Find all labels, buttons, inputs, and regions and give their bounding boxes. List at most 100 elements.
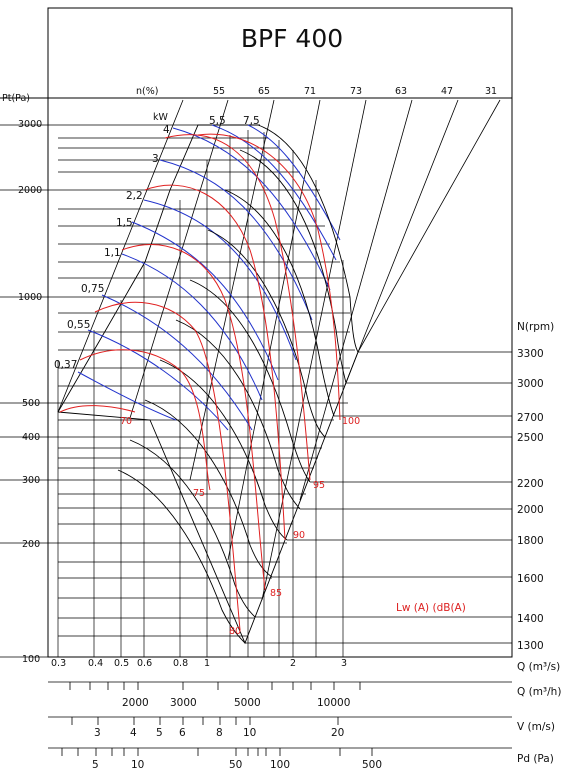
fan-curve: [159, 359, 288, 541]
speed-1800: 1800: [517, 535, 544, 547]
x-tick-1: 1: [204, 658, 210, 669]
y-tick-100: 100: [22, 654, 40, 665]
speed-1600: 1600: [517, 573, 544, 585]
fan-curve: [239, 149, 347, 384]
noise-curve: [94, 301, 241, 631]
efficiency-55: 55: [213, 86, 225, 97]
power-curve: [87, 329, 229, 431]
power-curve: [101, 294, 253, 431]
efficiency-31: 31: [485, 86, 497, 97]
velocity-scale-label: V (m/s): [517, 721, 555, 733]
noise-85: 85: [270, 588, 282, 599]
speed-2700: 2700: [517, 412, 544, 424]
noise-curve: [197, 133, 341, 421]
pd-5: 5: [92, 759, 99, 771]
x-tick-0-6: 0.6: [137, 658, 152, 669]
x-tick-0-8: 0.8: [173, 658, 188, 669]
x-tick-2: 2: [290, 658, 296, 669]
power-curve: [211, 124, 337, 261]
pd-100: 100: [270, 759, 290, 771]
efficiency-47: 47: [441, 86, 453, 97]
speed-3300: 3300: [517, 348, 544, 360]
efficiency-73: 73: [350, 86, 362, 97]
noise-90: 90: [293, 530, 305, 541]
fan-curve: [207, 229, 326, 438]
efficiency-ray: [227, 99, 321, 561]
x-tick-0-5: 0.5: [114, 658, 129, 669]
power-curve: [77, 371, 177, 421]
y-tick-3000: 3000: [18, 119, 42, 130]
noise-95: 95: [313, 480, 325, 491]
efficiency-ray: [261, 99, 367, 601]
pressure-grid: [0, 124, 512, 658]
efficiency-ray: [189, 99, 275, 481]
noise-curve: [79, 349, 211, 491]
y-tick-300: 300: [22, 475, 40, 486]
y-tick-1000: 1000: [18, 292, 42, 303]
noise-curve: [164, 134, 311, 481]
secondary-scales: [48, 681, 512, 756]
fan-curve: [189, 279, 311, 483]
power-7-5: 7,5: [243, 115, 260, 127]
noise-curve: [59, 405, 136, 413]
flow-m3h-scale-label: Q (m³/h): [517, 686, 561, 698]
power-3: 3: [152, 153, 159, 165]
velocity-20: 20: [331, 727, 344, 739]
flow-m3h-2000: 2000: [122, 697, 149, 709]
power-label: kW: [153, 112, 169, 123]
noise-curves: [59, 133, 341, 631]
noise-80: 80: [229, 626, 241, 637]
efficiency-values: 55 65 71 73 63 47 31: [213, 86, 497, 97]
y-tick-200: 200: [22, 539, 40, 550]
y-tick-labels: 3000 2000 1000 500 400 300 200 100: [18, 119, 42, 665]
x-axis-label: Q (m³/s): [517, 661, 560, 673]
x-tick-3: 3: [341, 658, 347, 669]
fan-curve: [175, 319, 301, 510]
plot-frame: [47, 7, 513, 658]
power-0-75: 0,75: [81, 283, 104, 295]
power-1-5: 1,5: [116, 217, 133, 229]
power-curve: [121, 253, 263, 401]
speed-reference-lines: [245, 351, 512, 644]
pd-50: 50: [229, 759, 242, 771]
speed-values: 3300 3000 2700 2500 2200 2000 1800 1600 …: [517, 348, 544, 652]
power-5-5: 5,5: [209, 115, 226, 127]
secondary-scale-labels: 2000 3000 5000 10000 3 4 5 6 8 10 20 5 1…: [92, 697, 382, 771]
efficiency-63: 63: [395, 86, 407, 97]
x-tick-0-3: 0.3: [51, 658, 66, 669]
noise-boundary: [57, 351, 359, 645]
pd-10: 10: [131, 759, 144, 771]
efficiency-65: 65: [258, 86, 270, 97]
y-tick-2000: 2000: [18, 185, 42, 196]
power-curves: [77, 124, 341, 431]
speed-1300: 1300: [517, 640, 544, 652]
power-curve: [159, 159, 313, 321]
efficiency-ray: [57, 99, 184, 413]
y-tick-400: 400: [22, 432, 40, 443]
fan-curve: [224, 189, 335, 417]
noise-curve: [144, 184, 286, 541]
velocity-6: 6: [179, 727, 186, 739]
dynamic-pressure-ticks: [61, 748, 373, 756]
power-curve: [143, 199, 297, 361]
power-1-1: 1,1: [104, 247, 121, 259]
fan-curve: [129, 439, 256, 618]
speed-1400: 1400: [517, 613, 544, 625]
power-curve: [247, 124, 341, 241]
efficiency-ray: [344, 99, 459, 386]
fan-curves: [117, 124, 359, 644]
velocity-5: 5: [156, 727, 163, 739]
noise-100: 100: [342, 416, 360, 427]
speed-2200: 2200: [517, 478, 544, 490]
speed-3000: 3000: [517, 378, 544, 390]
y-axis-label: Pt(Pa): [2, 93, 30, 104]
power-0-55: 0,55: [67, 319, 90, 331]
velocity-ticks: [71, 717, 339, 725]
noise-curve: [121, 243, 266, 591]
fan-curve: [257, 124, 359, 353]
noise-70: 70: [120, 416, 132, 427]
velocity-3: 3: [94, 727, 101, 739]
flow-m3h-3000: 3000: [170, 697, 197, 709]
power-curve: [131, 221, 279, 381]
